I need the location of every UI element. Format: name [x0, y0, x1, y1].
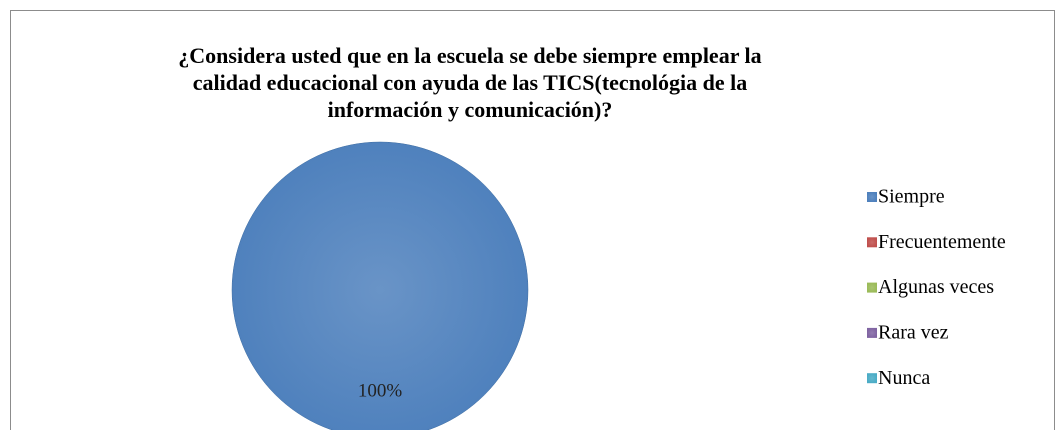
- legend-label: Siempre: [878, 186, 945, 208]
- chart-title: ¿Considera usted que en la escuela se de…: [178, 43, 762, 122]
- pie-slice: [231, 141, 529, 430]
- legend-label: Rara vez: [878, 321, 949, 343]
- legend-swatch: [867, 327, 877, 338]
- legend-swatch: [867, 237, 877, 248]
- legend-swatch: [867, 282, 877, 293]
- chart-frame: [10, 10, 1055, 430]
- data-label: 100%: [358, 380, 403, 401]
- legend-label: Nunca: [878, 367, 930, 389]
- legend-swatch: [867, 373, 877, 384]
- legend-label: Algunas veces: [878, 276, 994, 298]
- legend-swatch: [867, 192, 877, 202]
- legend-label: Frecuentemente: [878, 231, 1006, 253]
